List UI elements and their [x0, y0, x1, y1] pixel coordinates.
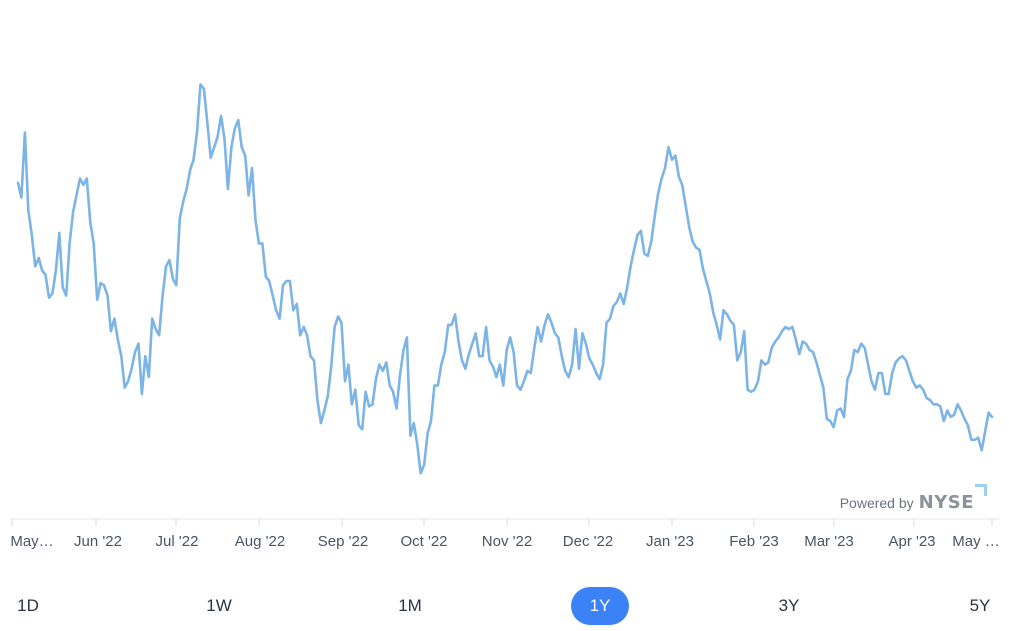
range-button-5y[interactable]: 5Y: [969, 596, 991, 615]
x-tick-label: May…: [10, 533, 53, 550]
powered-by-label: Powered by: [839, 495, 914, 511]
x-axis: May… Jun '22 Jul '22 Aug '22 Sep '22 Oct '22 N…: [10, 518, 1000, 550]
x-tick-label: May …: [952, 533, 1000, 550]
x-tick-label: Feb '23: [729, 533, 779, 550]
x-tick-label: Jan '23: [646, 533, 694, 550]
price-chart[interactable]: May… Jun '22 Jul '22 Aug '22 Sep '22 Oct '22 N…: [0, 0, 1009, 560]
series-layer: [16, 83, 994, 475]
range-button-1d[interactable]: 1D: [17, 596, 39, 615]
range-button-1y[interactable]: 1Y: [571, 587, 629, 625]
x-tick-label: Nov '22: [482, 533, 532, 550]
nyse-logo: NYSE: [918, 492, 974, 513]
range-button-3y[interactable]: 3Y: [778, 596, 800, 615]
x-tick-label: Mar '23: [804, 533, 854, 550]
x-tick-label: Oct '22: [400, 533, 447, 550]
x-tick-label: Jun '22: [74, 533, 122, 550]
powered-by-nyse: Powered by NYSE: [839, 484, 987, 513]
price-line: [16, 83, 994, 475]
x-tick-label: Dec '22: [563, 533, 613, 550]
x-tick-label: Apr '23: [888, 533, 935, 550]
price-chart-svg[interactable]: May… Jun '22 Jul '22 Aug '22 Sep '22 Oct '22 N…: [0, 0, 1009, 560]
x-tick-label: Jul '22: [156, 533, 199, 550]
nyse-logo-mark-icon: [975, 484, 987, 496]
range-button-1m[interactable]: 1M: [398, 596, 422, 615]
x-tick-label: Aug '22: [235, 533, 285, 550]
range-button-1w[interactable]: 1W: [206, 596, 232, 615]
time-range-selector: 1D 1W 1M 1Y 3Y 5Y: [0, 586, 1009, 626]
x-tick-label: Sep '22: [318, 533, 368, 550]
